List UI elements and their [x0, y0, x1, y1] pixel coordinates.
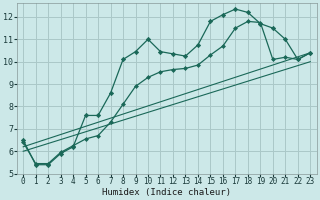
X-axis label: Humidex (Indice chaleur): Humidex (Indice chaleur)	[102, 188, 231, 197]
